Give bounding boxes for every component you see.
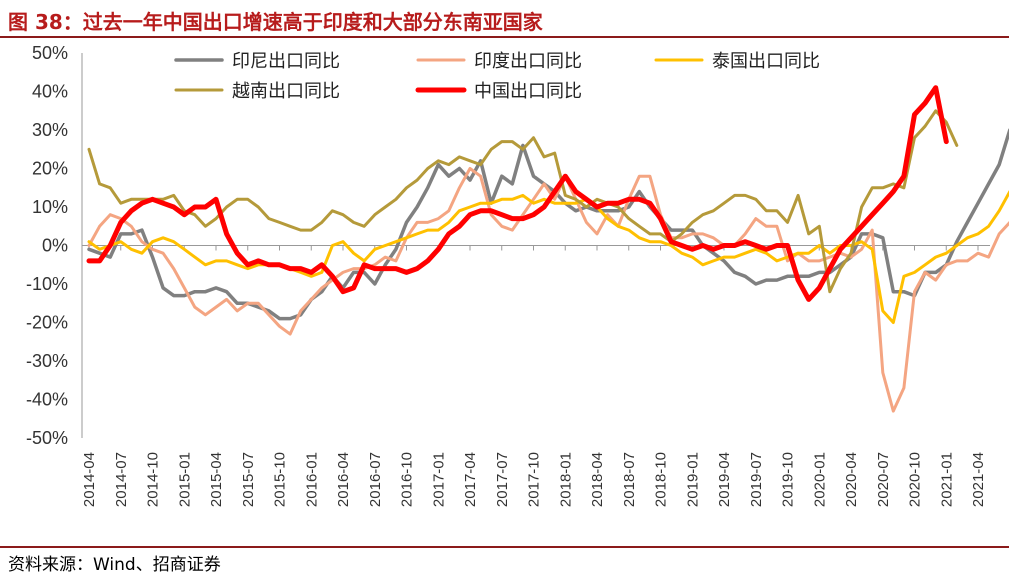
x-tick-label: 2019-07	[748, 452, 765, 507]
x-tick-label: 2014-07	[113, 452, 130, 507]
x-tick-label: 2017-10	[526, 452, 543, 507]
y-axis: 50% 40% 30% 20% 10% 0% -10% -20% -30% -40% -50%	[26, 43, 83, 448]
y-tick-label: 0%	[42, 236, 68, 256]
y-tick-label: 20%	[32, 159, 68, 179]
legend-label: 越南出口同比	[232, 81, 340, 102]
x-tick-label: 2015-10	[272, 452, 289, 507]
x-tick-label: 2018-07	[621, 452, 638, 507]
source-note: 资料来源：Wind、招商证券	[8, 555, 221, 575]
x-tick-label: 2020-04	[843, 452, 860, 507]
x-tick-label: 2016-01	[303, 452, 320, 507]
x-tick-label: 2014-04	[81, 452, 98, 507]
legend-label: 印度出口同比	[474, 51, 582, 72]
x-tick-label: 2021-01	[938, 452, 955, 507]
x-tick-label: 2020-01	[811, 452, 828, 507]
series-line	[87, 190, 1009, 324]
series-line	[86, 85, 949, 302]
series-lines	[86, 85, 1009, 413]
y-tick-label: 40%	[32, 82, 68, 102]
x-tick-label: 2020-10	[907, 452, 924, 507]
series-line	[87, 128, 1009, 321]
y-tick-label: 10%	[32, 197, 68, 217]
x-tick-label: 2016-07	[367, 452, 384, 507]
title-divider	[0, 36, 1009, 38]
x-tick-label: 2019-10	[780, 452, 797, 507]
x-tick-label: 2017-04	[462, 452, 479, 507]
x-tick-label: 2019-04	[716, 452, 733, 507]
x-tick-label: 2018-04	[589, 452, 606, 507]
x-tick-label: 2016-04	[335, 452, 352, 507]
x-axis: 2014-04 2014-07 2014-10 2015-01 2015-04 2015-…	[81, 245, 990, 507]
legend-label: 印尼出口同比	[232, 51, 340, 72]
legend-label: 泰国出口同比	[712, 51, 820, 72]
series-line	[87, 109, 959, 294]
y-tick-label: -50%	[26, 428, 68, 448]
legend-label: 中国出口同比	[474, 81, 582, 102]
x-tick-label: 2020-07	[875, 452, 892, 507]
footer-divider	[0, 546, 1009, 548]
chart-title: 图 38：过去一年中国出口增速高于印度和大部分东南亚国家	[8, 10, 543, 34]
x-tick-label: 2015-01	[176, 452, 193, 507]
x-tick-label: 2017-07	[494, 452, 511, 507]
y-tick-label: -10%	[26, 274, 68, 294]
y-tick-label: 30%	[32, 120, 68, 140]
y-tick-label: 50%	[32, 43, 68, 63]
x-tick-label: 2016-10	[399, 452, 416, 507]
x-tick-label: 2019-01	[684, 452, 701, 507]
x-tick-label: 2017-01	[430, 452, 447, 507]
y-tick-label: -20%	[26, 313, 68, 333]
x-tick-label: 2015-07	[240, 452, 257, 507]
line-chart: 50% 40% 30% 20% 10% 0% -10% -20% -30% -40% -50% 20…	[26, 43, 1009, 507]
y-tick-label: -30%	[26, 351, 68, 371]
x-tick-label: 2021-04	[970, 452, 987, 507]
x-tick-label: 2014-10	[145, 452, 162, 507]
x-tick-label: 2015-04	[208, 452, 225, 507]
y-tick-label: -40%	[26, 390, 68, 410]
x-tick-label: 2018-01	[557, 452, 574, 507]
x-tick-label: 2018-10	[653, 452, 670, 507]
